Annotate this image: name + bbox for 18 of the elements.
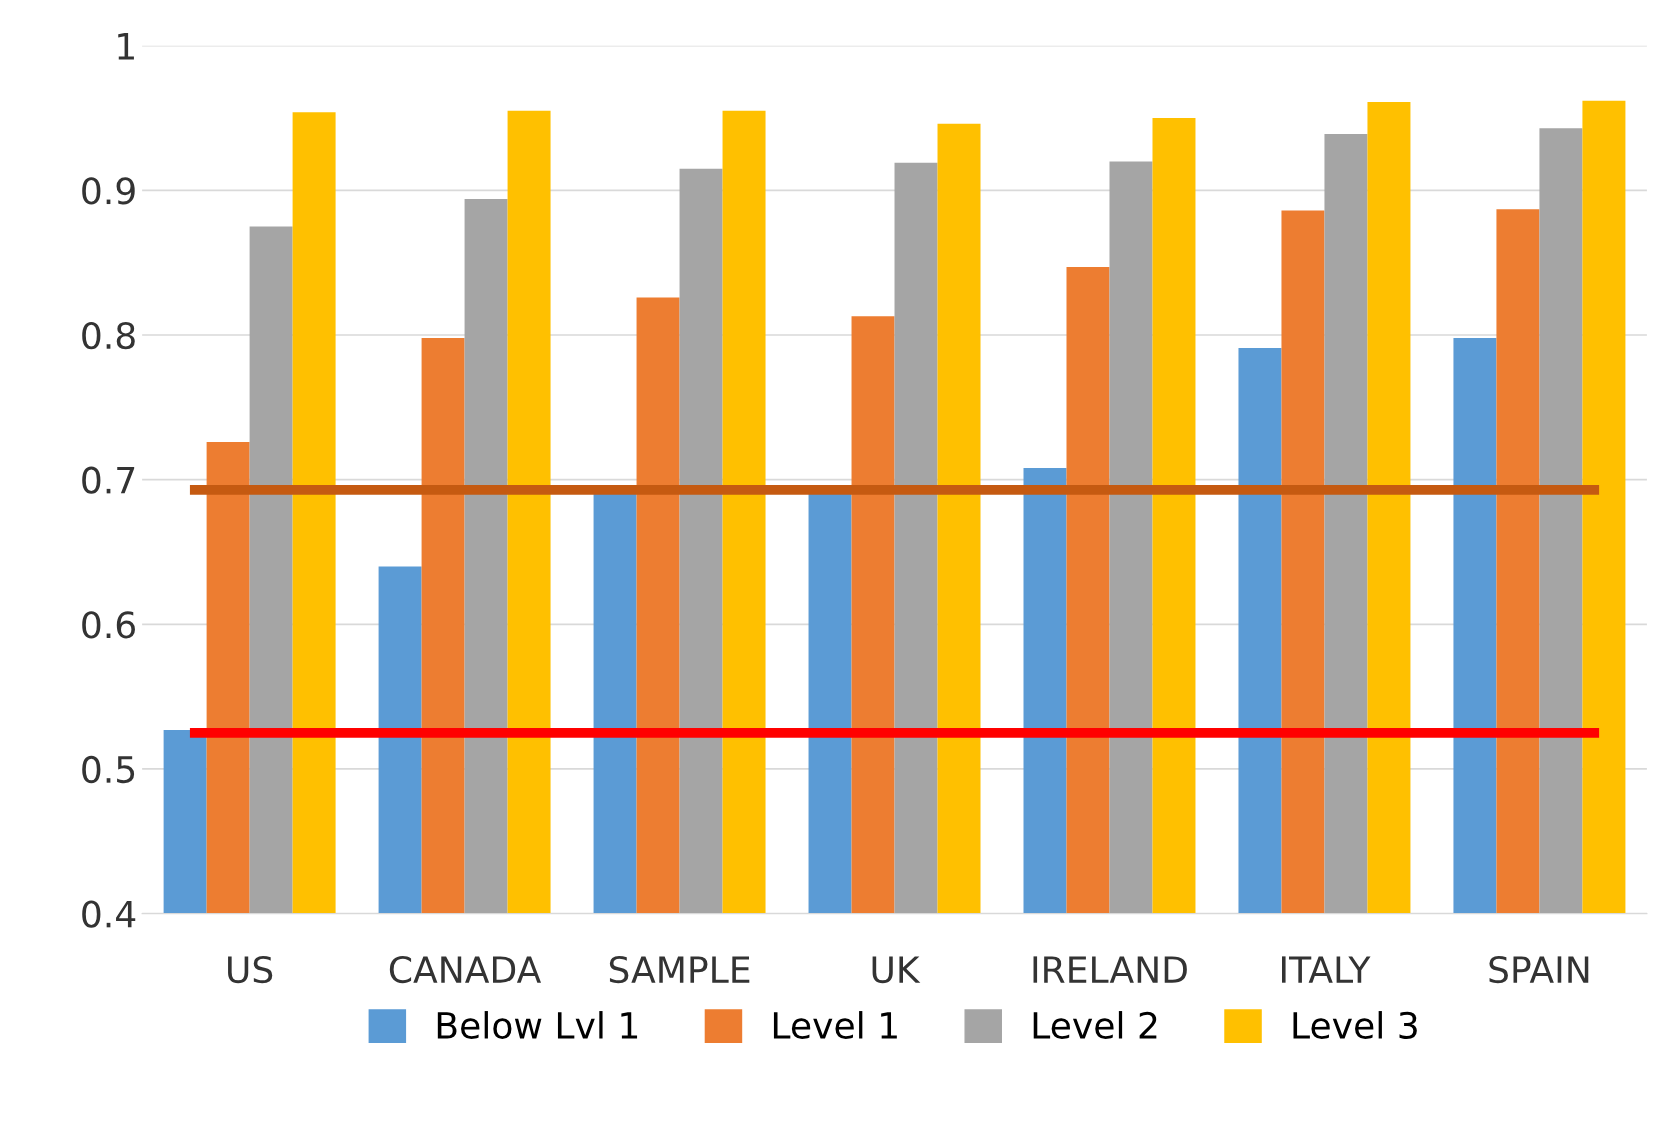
x-tick-label: UK [872,956,921,984]
x-tick-label: SAMPLE [609,955,750,984]
y-tick-label: 0.8 [82,321,135,350]
y-tick-label: 1 [118,33,134,60]
legend-label: Level 3 [1293,1011,1417,1040]
x-tick-label: IRELAND [1033,956,1187,983]
x-tick-label: US [228,955,273,984]
y-tick-label: 0.6 [82,611,135,639]
x-tick-label: ITALY [1282,956,1371,983]
x-tick-label: SPAIN [1489,955,1589,984]
legend-label: Below Lvl 1 [437,1011,638,1040]
y-tick-label: 0.5 [82,755,135,784]
legend-label: Level 1 [773,1011,897,1040]
y-tick-label: 0.9 [82,177,135,205]
x-tick-label: CANADA [389,955,542,984]
legend-label: Level 2 [1033,1011,1157,1040]
y-tick-label: 0.7 [82,466,135,494]
y-tick-label: 0.4 [82,900,136,928]
